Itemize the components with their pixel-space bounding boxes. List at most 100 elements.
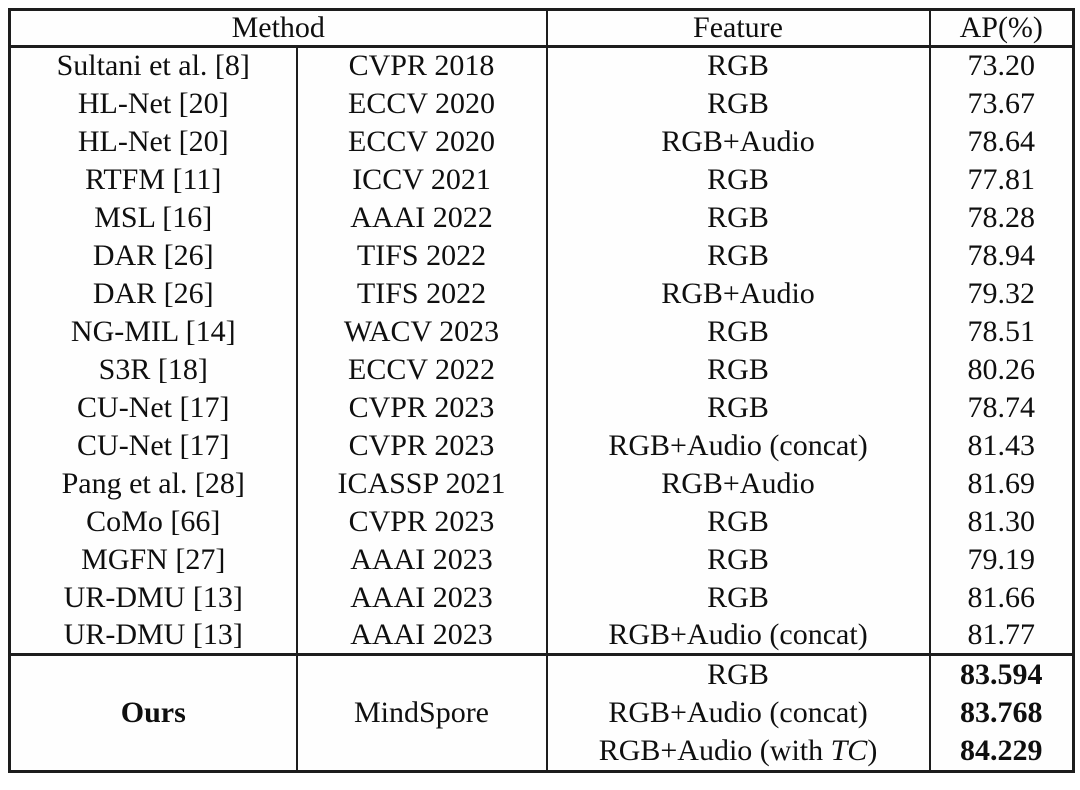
method-cell: DAR [26] — [8, 274, 298, 313]
venue-cell: CVPR 2018 — [295, 46, 548, 85]
feature-cell: RGB — [545, 350, 931, 389]
method-cell: Pang et al. [28] — [8, 464, 298, 503]
method-cell: Sultani et al. [8] — [8, 46, 298, 85]
ap-cell: 78.28 — [928, 198, 1075, 237]
table-row: Sultani et al. [8] CVPR 2018 RGB 73.20 — [8, 46, 1075, 85]
ours-ap-cell: 83.594 — [928, 654, 1075, 694]
ours-ap-cell: 83.768 — [928, 693, 1075, 733]
ap-cell: 81.66 — [928, 578, 1075, 617]
venue-cell: ECCV 2022 — [295, 350, 548, 389]
ours-feature-cell: RGB — [545, 654, 931, 694]
results-table: Method Feature AP(%) Sultani et al. [8] … — [8, 8, 1076, 773]
table-header: Method Feature AP(%) — [8, 9, 1075, 48]
venue-cell: WACV 2023 — [295, 312, 548, 351]
ap-cell: 81.30 — [928, 502, 1075, 541]
ap-cell: 79.19 — [928, 540, 1075, 579]
method-cell: NG-MIL [14] — [8, 312, 298, 351]
header-row: Method Feature AP(%) — [8, 9, 1075, 48]
method-cell: HL-Net [20] — [8, 84, 298, 123]
table-row: DAR [26] TIFS 2022 RGB 78.94 — [8, 236, 1075, 275]
table-row: DAR [26] TIFS 2022 RGB+Audio 79.32 — [8, 274, 1075, 313]
feature-cell: RGB — [545, 502, 931, 541]
method-cell: DAR [26] — [8, 236, 298, 275]
ap-cell: 81.43 — [928, 426, 1075, 465]
table-body: Sultani et al. [8] CVPR 2018 RGB 73.20 H… — [8, 46, 1075, 655]
feature-cell: RGB — [545, 312, 931, 351]
ap-cell: 79.32 — [928, 274, 1075, 313]
ap-cell: 78.51 — [928, 312, 1075, 351]
results-table-container: Method Feature AP(%) Sultani et al. [8] … — [8, 8, 1076, 773]
ap-cell: 73.20 — [928, 46, 1075, 85]
feature-cell: RGB — [545, 198, 931, 237]
method-cell: CU-Net [17] — [8, 426, 298, 465]
table-row: RTFM [11] ICCV 2021 RGB 77.81 — [8, 160, 1075, 199]
table-row: CoMo [66] CVPR 2023 RGB 81.30 — [8, 502, 1075, 541]
venue-cell: ICASSP 2021 — [295, 464, 548, 503]
method-header: Method — [8, 9, 548, 48]
table-row: HL-Net [20] ECCV 2020 RGB 73.67 — [8, 84, 1075, 123]
method-cell: UR-DMU [13] — [8, 616, 298, 655]
venue-cell: AAAI 2023 — [295, 540, 548, 579]
feature-text-suffix: ) — [867, 734, 878, 768]
venue-cell: AAAI 2023 — [295, 616, 548, 655]
ours-row-1: Ours MindSpore RGB 83.594 — [8, 654, 1075, 772]
venue-cell: CVPR 2023 — [295, 502, 548, 541]
feature-cell: RGB+Audio — [545, 122, 931, 161]
table-row: CU-Net [17] CVPR 2023 RGB 78.74 — [8, 388, 1075, 427]
ap-cell: 81.69 — [928, 464, 1075, 503]
feature-text-italic: TC — [830, 734, 868, 768]
feature-cell: RGB — [545, 578, 931, 617]
ours-row-2: RGB+Audio (concat) 83.768 — [10, 693, 1075, 733]
feature-text: RGB+Audio (with — [598, 734, 831, 768]
method-cell: HL-Net [20] — [8, 122, 298, 161]
feature-cell: RGB — [545, 388, 931, 427]
venue-cell: ECCV 2020 — [295, 84, 548, 123]
ours-row-3: RGB+Audio (with TC) 84.229 — [10, 732, 1075, 772]
feature-cell: RGB — [545, 236, 931, 275]
ours-feature-cell: RGB+Audio (with TC) — [545, 732, 931, 772]
feature-text: RGB — [707, 657, 769, 691]
table-row: MGFN [27] AAAI 2023 RGB 79.19 — [8, 540, 1075, 579]
feature-cell: RGB+Audio (concat) — [545, 426, 931, 465]
method-cell: RTFM [11] — [8, 160, 298, 199]
method-cell: MSL [16] — [8, 198, 298, 237]
table-row: S3R [18] ECCV 2022 RGB 80.26 — [8, 350, 1075, 389]
ap-cell: 78.74 — [928, 388, 1075, 427]
feature-cell: RGB — [545, 160, 931, 199]
venue-cell: AAAI 2023 — [295, 578, 548, 617]
ours-ap-cell: 84.229 — [928, 732, 1075, 772]
ap-header: AP(%) — [928, 9, 1075, 48]
method-cell: CU-Net [17] — [8, 388, 298, 427]
ap-cell: 77.81 — [928, 160, 1075, 199]
ours-method-cell: Ours — [8, 654, 298, 772]
ap-cell: 78.94 — [928, 236, 1075, 275]
method-cell: S3R [18] — [8, 350, 298, 389]
ap-cell: 78.64 — [928, 122, 1075, 161]
table-row: UR-DMU [13] AAAI 2023 RGB 81.66 — [8, 578, 1075, 617]
feature-cell: RGB — [545, 84, 931, 123]
table-row: UR-DMU [13] AAAI 2023 RGB+Audio (concat)… — [8, 616, 1075, 655]
ap-cell: 80.26 — [928, 350, 1075, 389]
venue-cell: TIFS 2022 — [295, 274, 548, 313]
venue-cell: CVPR 2023 — [295, 426, 548, 465]
ours-section: Ours MindSpore RGB 83.594 RGB+Audio (con… — [8, 654, 1075, 772]
ours-venue-cell: MindSpore — [295, 654, 548, 772]
feature-text: RGB+Audio (concat) — [608, 696, 868, 729]
feature-cell: RGB — [545, 540, 931, 579]
table-row: HL-Net [20] ECCV 2020 RGB+Audio 78.64 — [8, 122, 1075, 161]
feature-header: Feature — [545, 9, 931, 48]
ap-cell: 73.67 — [928, 84, 1075, 123]
venue-cell: ICCV 2021 — [295, 160, 548, 199]
venue-cell: ECCV 2020 — [295, 122, 548, 161]
method-cell: MGFN [27] — [8, 540, 298, 579]
feature-cell: RGB+Audio — [545, 274, 931, 313]
method-cell: CoMo [66] — [8, 502, 298, 541]
table-row: CU-Net [17] CVPR 2023 RGB+Audio (concat)… — [8, 426, 1075, 465]
feature-cell: RGB — [545, 46, 931, 85]
table-row: Pang et al. [28] ICASSP 2021 RGB+Audio 8… — [8, 464, 1075, 503]
ours-feature-cell: RGB+Audio (concat) — [545, 693, 931, 733]
ap-cell: 81.77 — [928, 616, 1075, 655]
method-cell: UR-DMU [13] — [8, 578, 298, 617]
venue-cell: TIFS 2022 — [295, 236, 548, 275]
table-row: NG-MIL [14] WACV 2023 RGB 78.51 — [8, 312, 1075, 351]
